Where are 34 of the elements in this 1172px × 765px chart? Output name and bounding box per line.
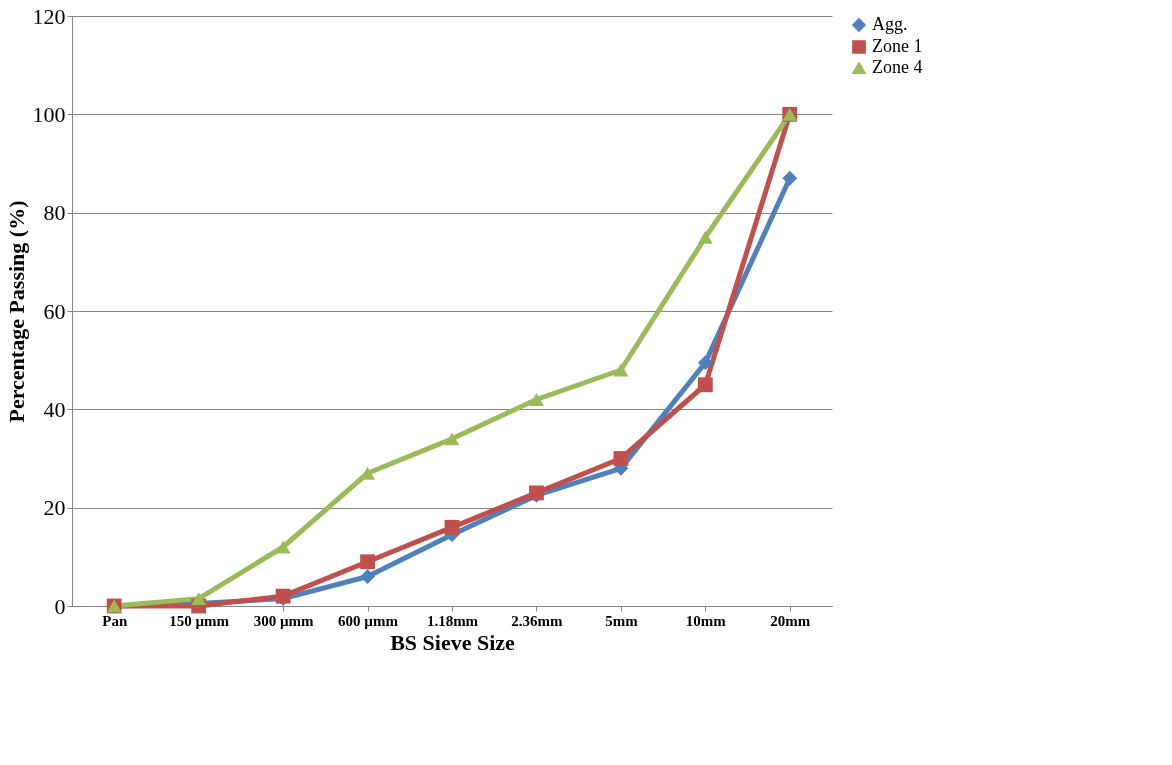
x-tick-label: 10mm bbox=[685, 612, 727, 629]
point bbox=[360, 569, 375, 584]
point bbox=[444, 519, 460, 535]
point bbox=[613, 451, 629, 466]
point bbox=[529, 393, 544, 406]
x-tick-label: 150 µmm bbox=[169, 612, 230, 629]
x-tick-label: 300 µmm bbox=[253, 612, 315, 629]
point bbox=[191, 592, 207, 606]
x-tick-label: 1.18mm bbox=[426, 612, 479, 629]
point bbox=[275, 540, 291, 554]
y-tick-label: 60 bbox=[43, 298, 66, 324]
y-tick-label: 100 bbox=[32, 101, 66, 127]
point bbox=[444, 432, 460, 446]
point bbox=[697, 377, 713, 393]
x-tick-label: Pan bbox=[102, 612, 128, 629]
x-tick-label: 2.36mm bbox=[511, 612, 564, 629]
legend-label: Agg. bbox=[872, 14, 908, 34]
y-tick-label: 120 bbox=[32, 3, 66, 29]
y-axis-title: Percentage Passing (%) bbox=[3, 200, 29, 423]
point bbox=[697, 355, 713, 371]
y-tick-label: 20 bbox=[43, 495, 66, 521]
x-tick-label: 20mm bbox=[770, 612, 811, 629]
y-tick-label: 0 bbox=[54, 593, 66, 619]
point bbox=[697, 230, 713, 244]
x-tick-label: 600 µmm bbox=[338, 612, 399, 629]
y-tick-label: 80 bbox=[43, 200, 66, 226]
x-tick-label: 5mm bbox=[605, 612, 639, 629]
legend-label: Zone 1 bbox=[872, 36, 923, 56]
point bbox=[613, 363, 629, 377]
x-axis-title: BS Sieve Size bbox=[390, 629, 516, 655]
point bbox=[782, 170, 798, 186]
point bbox=[360, 554, 375, 570]
y-tick-label: 40 bbox=[43, 396, 66, 422]
legend-label: Zone 4 bbox=[872, 57, 923, 77]
